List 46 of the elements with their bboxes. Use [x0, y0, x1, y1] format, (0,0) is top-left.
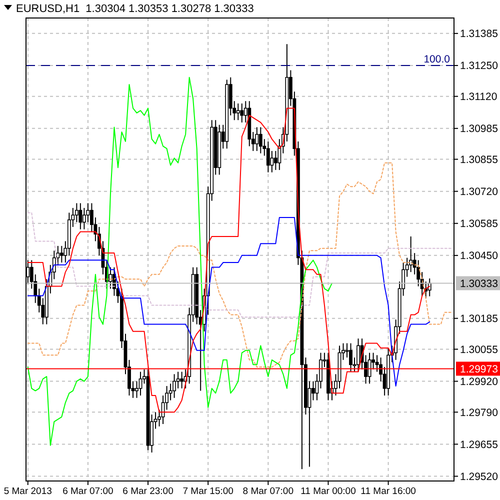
line-series	[27, 162, 453, 368]
y-tick-label: 1.30585	[460, 218, 498, 230]
x-tick-label: 6 Mar 23:00	[122, 486, 174, 497]
candlestick	[236, 102, 240, 121]
y-tick-label: 1.30450	[460, 250, 498, 262]
x-tick-label: 6 Mar 07:00	[62, 486, 114, 497]
x-tick-label: 7 Mar 15:00	[182, 486, 234, 497]
candlestick	[349, 342, 352, 372]
chart-title: EURUSD,H1 1.30304 1.30353 1.30278 1.30333	[16, 3, 254, 15]
ref-line-label: 1.30333	[460, 278, 498, 290]
line-series	[27, 212, 453, 318]
candlestick	[78, 202, 82, 230]
x-tick-label: 8 Mar 07:00	[242, 486, 294, 497]
y-tick-label: 1.29920	[460, 376, 498, 388]
line-series	[27, 76, 332, 446]
y-tick-label: 1.30055	[460, 344, 498, 356]
annotation: 100.0	[424, 53, 450, 66]
line-series	[27, 216, 430, 387]
x-tick-label: 11 Mar 16:00	[360, 486, 416, 497]
candlestick	[138, 371, 142, 396]
y-tick-label: 1.31120	[460, 91, 498, 104]
candlestick	[82, 207, 86, 230]
y-tick-label: 1.30855	[460, 154, 498, 166]
x-tick-label: 5 Mar 2013	[4, 486, 52, 497]
candlestick	[409, 236, 413, 273]
y-tick-label: 1.30185	[460, 313, 498, 326]
candlestick	[270, 150, 274, 173]
y-tick-label: 1.29655	[460, 438, 498, 451]
candlestick	[60, 245, 64, 264]
candlestick	[356, 338, 360, 372]
x-tick-label: 11 Mar 00:00	[300, 486, 356, 497]
y-tick-label: 1.29520	[460, 470, 498, 483]
y-tick-label: 1.31250	[460, 60, 498, 72]
y-tick-label: 1.29790	[460, 406, 498, 419]
candlestick	[74, 202, 78, 223]
ref-line-label: 1.29973	[460, 363, 498, 376]
candlestick	[180, 371, 184, 389]
y-tick-label: 1.31385	[460, 28, 498, 40]
candlestick	[258, 126, 262, 154]
y-tick-label: 1.30985	[460, 123, 498, 136]
candlestick	[255, 126, 259, 152]
candlestick	[274, 150, 278, 170]
candlestick	[240, 102, 244, 123]
candlestick	[266, 140, 270, 173]
y-tick-label: 1.30720	[460, 186, 498, 198]
candlestick	[172, 374, 176, 398]
